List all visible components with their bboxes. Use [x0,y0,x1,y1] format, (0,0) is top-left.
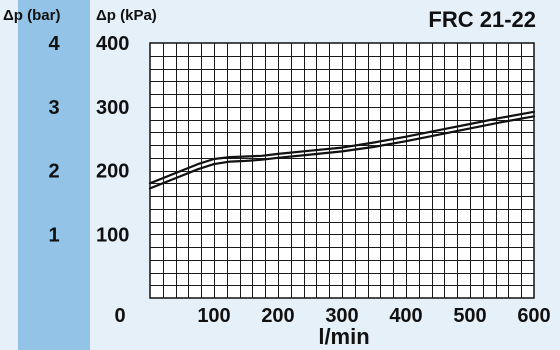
chart-title: FRC 21-22 [428,7,536,32]
x-tick-label: 200 [261,305,294,327]
y-axis-title-kpa: Δp (kPa) [96,7,157,24]
x-tick-label: 100 [197,305,230,327]
x-tick-label: 300 [325,305,358,327]
series-layer [148,110,536,190]
x-tick-label: 500 [453,305,486,327]
series-line [148,115,536,190]
y-axis-title-bar: Δp (bar) [3,7,60,24]
bar-scale-band [18,0,90,350]
y-tick-label-bar: 2 [48,161,59,183]
grid [150,43,534,298]
x-tick-label: 0 [114,305,125,327]
y-tick-label-bar: 4 [48,33,60,55]
x-tick-label: 600 [517,305,550,327]
y-tick-label-bar: 1 [48,224,59,246]
y-tick-label-bar: 3 [48,97,59,119]
y-tick-label-kpa: 400 [96,33,129,55]
y-tick-label-kpa: 300 [96,97,129,119]
series-line [148,110,536,185]
y-tick-label-kpa: 200 [96,161,129,183]
x-axis-title: l/min [318,324,369,349]
x-tick-label: 400 [389,305,422,327]
tick-labels: 0 100 200 300 400 500 600 100 200 300 400 1 2 3 4 [48,33,550,327]
y-tick-label-kpa: 100 [96,224,129,246]
